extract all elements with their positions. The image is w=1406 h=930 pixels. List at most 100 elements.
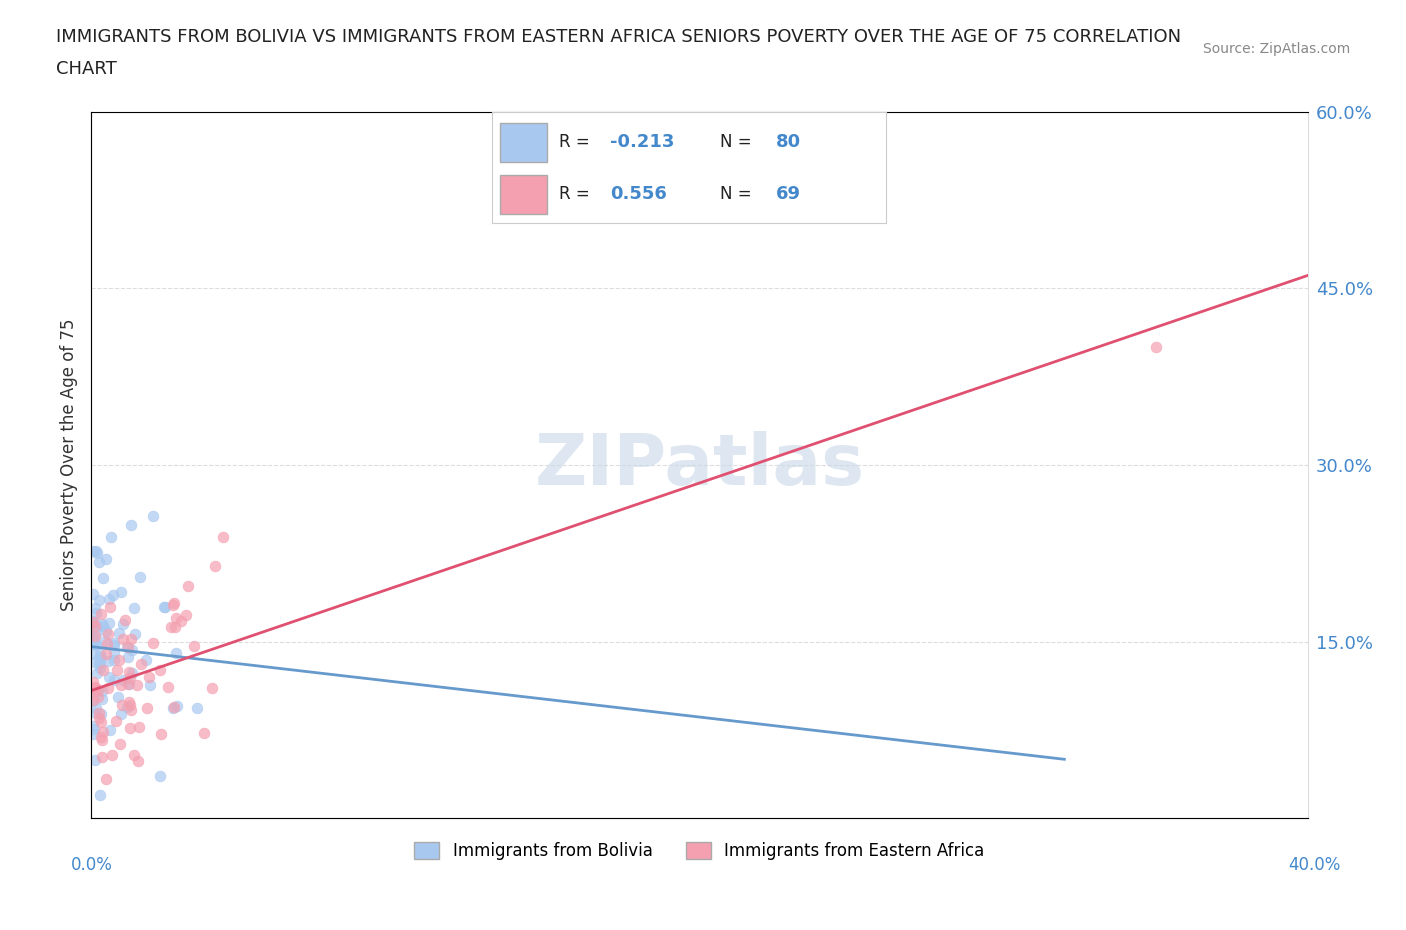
Point	[82, 614, 104, 629]
Point	[110, 584, 132, 599]
Point	[82, 616, 104, 631]
Point	[110, 677, 132, 692]
Point	[163, 619, 186, 634]
Point	[86, 684, 108, 698]
Point	[186, 700, 208, 715]
Point	[90, 714, 112, 729]
Point	[84, 618, 107, 633]
Point	[87, 592, 110, 607]
Point	[89, 660, 111, 675]
Point	[124, 747, 146, 762]
Point	[103, 587, 125, 602]
Point	[98, 591, 121, 606]
Point	[163, 699, 186, 714]
Text: N =: N =	[720, 185, 758, 203]
FancyBboxPatch shape	[501, 175, 547, 214]
Point	[149, 768, 172, 783]
Point	[82, 543, 104, 558]
Point	[90, 749, 112, 764]
Point	[129, 569, 152, 584]
Point	[84, 752, 107, 767]
Text: 0.556: 0.556	[610, 185, 666, 203]
Point	[120, 702, 142, 717]
Point	[86, 618, 108, 633]
Point	[117, 650, 139, 665]
Y-axis label: Seniors Poverty Over the Age of 75: Seniors Poverty Over the Age of 75	[59, 319, 77, 611]
Point	[97, 670, 120, 684]
Point	[110, 737, 132, 751]
Point	[174, 607, 197, 622]
Point	[82, 637, 104, 652]
Text: R =: R =	[560, 185, 595, 203]
Point	[82, 693, 104, 708]
Point	[94, 772, 117, 787]
Point	[153, 600, 176, 615]
Point	[84, 681, 107, 696]
Text: 80: 80	[776, 133, 800, 151]
Point	[120, 517, 142, 532]
Point	[120, 720, 142, 735]
Point	[86, 666, 108, 681]
Point	[91, 733, 114, 748]
Point	[100, 723, 122, 737]
Point	[94, 623, 117, 638]
Point	[124, 601, 146, 616]
Point	[165, 611, 187, 626]
Point	[89, 554, 111, 569]
Point	[83, 654, 105, 669]
Point	[118, 664, 141, 679]
Point	[162, 597, 184, 612]
Point	[84, 706, 107, 721]
Text: IMMIGRANTS FROM BOLIVIA VS IMMIGRANTS FROM EASTERN AFRICA SENIORS POVERTY OVER T: IMMIGRANTS FROM BOLIVIA VS IMMIGRANTS FR…	[56, 28, 1181, 46]
Point	[131, 657, 153, 671]
Point	[1144, 339, 1167, 354]
Point	[86, 544, 108, 559]
Point	[165, 645, 187, 660]
Point	[111, 698, 134, 712]
Point	[204, 558, 226, 573]
Point	[163, 596, 186, 611]
Point	[117, 640, 139, 655]
Point	[96, 551, 118, 566]
Point	[105, 662, 128, 677]
Point	[139, 677, 162, 692]
Point	[152, 600, 174, 615]
Point	[103, 672, 125, 687]
Point	[105, 713, 128, 728]
Point	[103, 636, 125, 651]
Point	[149, 663, 172, 678]
Point	[93, 571, 115, 586]
Point	[91, 691, 114, 706]
Point	[138, 670, 160, 684]
Text: 0.0%: 0.0%	[70, 856, 112, 873]
Point	[82, 587, 104, 602]
Text: 40.0%: 40.0%	[1288, 856, 1341, 873]
Point	[91, 617, 114, 631]
Point	[90, 706, 112, 721]
Text: CHART: CHART	[56, 60, 117, 78]
Point	[82, 682, 104, 697]
Point	[107, 690, 129, 705]
Point	[118, 676, 141, 691]
Point	[121, 666, 143, 681]
Text: Source: ZipAtlas.com: Source: ZipAtlas.com	[1202, 42, 1350, 56]
Point	[127, 753, 149, 768]
Point	[212, 529, 235, 544]
Point	[135, 653, 157, 668]
Point	[90, 730, 112, 745]
Point	[112, 672, 135, 687]
Point	[110, 706, 132, 721]
Point	[103, 652, 125, 667]
Point	[156, 680, 179, 695]
Point	[84, 629, 107, 644]
Point	[87, 705, 110, 720]
Point	[108, 626, 131, 641]
Point	[121, 643, 143, 658]
Point	[193, 725, 215, 740]
Text: N =: N =	[720, 133, 758, 151]
Point	[117, 640, 139, 655]
Text: 69: 69	[776, 185, 800, 203]
Point	[142, 509, 165, 524]
Point	[96, 646, 118, 661]
Point	[91, 684, 114, 698]
